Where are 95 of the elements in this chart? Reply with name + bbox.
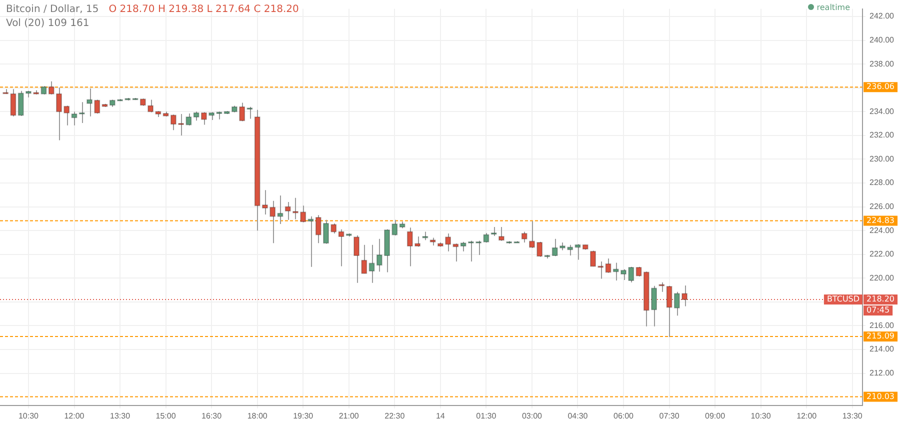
candlestick — [468, 240, 474, 262]
y-tick-label: 228.00 — [870, 178, 895, 188]
candlestick — [376, 238, 382, 272]
candlestick — [94, 99, 100, 114]
candlestick — [56, 87, 62, 141]
candlestick — [406, 227, 413, 267]
y-tick-label: 242.00 — [870, 12, 895, 21]
candlestick — [658, 282, 665, 292]
candlestick — [246, 106, 253, 120]
annotation: realtime — [816, 3, 850, 12]
candlestick — [262, 190, 268, 216]
x-tick-label: 06:00 — [613, 411, 634, 420]
x-tick-label: 21:00 — [338, 411, 360, 420]
candlestick — [483, 232, 490, 243]
candlestick — [636, 266, 642, 277]
ref-line-label: 236.06 — [866, 82, 895, 92]
candlestick — [590, 250, 596, 267]
candlestick — [86, 88, 92, 117]
candlestick — [200, 112, 207, 126]
x-tick-label: 04:30 — [568, 411, 588, 420]
ref-line-label: 215.09 — [866, 332, 895, 341]
annotation: BTCUSD — [826, 294, 860, 304]
candlestick — [277, 195, 284, 225]
candlestick — [354, 234, 360, 284]
candlestick — [552, 238, 558, 257]
text: 07:45 — [866, 306, 890, 315]
candlestick — [612, 262, 619, 282]
candlestick — [10, 88, 16, 117]
candlestick — [186, 112, 192, 126]
chart-title: Bitcoin / Dollar, 15 — [6, 4, 99, 15]
candlestick — [598, 261, 604, 280]
candlestick — [682, 285, 688, 307]
x-tick-label: 19:30 — [293, 411, 314, 420]
candlestick — [178, 114, 184, 136]
ref-line-label: 224.83 — [866, 216, 895, 225]
candlestick — [64, 105, 70, 126]
x-tick-label: 16:30 — [202, 411, 222, 420]
ref-line-label: 210.03 — [866, 392, 895, 401]
y-tick-label: 212.00 — [870, 368, 895, 378]
x-tick-label: 07:30 — [659, 411, 680, 420]
x-tick-label: 15:00 — [156, 411, 176, 420]
x-tick-label: 10:30 — [750, 411, 772, 420]
x-tick-label: 13:30 — [842, 411, 863, 420]
candlestick — [620, 268, 626, 280]
y-tick-label: 220.00 — [870, 273, 895, 282]
x-tick-label: 13:30 — [110, 411, 131, 420]
x-tick-label: 10:30 — [18, 411, 40, 420]
y-tick-label: 238.00 — [870, 59, 895, 68]
candlestick — [628, 266, 634, 283]
candlestick — [498, 226, 504, 242]
candlestick — [651, 285, 657, 327]
candlestick — [330, 222, 337, 234]
candlestick — [528, 220, 535, 248]
y-tick-label: 222.00 — [870, 250, 895, 259]
candlestick — [170, 114, 176, 131]
candlestick — [476, 240, 482, 256]
annotation: Vol (20) 109 161 — [6, 17, 90, 31]
candlestick — [414, 236, 421, 248]
ref-line-label: 218.20 — [866, 294, 895, 304]
x-tick-label: 01:30 — [476, 411, 497, 420]
candlestick — [18, 90, 24, 116]
x-tick-label: 14 — [436, 411, 446, 420]
candlestick — [460, 241, 466, 252]
candlestick — [78, 102, 85, 124]
candlestick — [300, 205, 306, 223]
candlestick — [148, 99, 154, 113]
candlestick — [361, 244, 368, 274]
y-tick-label: 224.00 — [870, 226, 895, 235]
candlestick — [666, 285, 672, 338]
chart-subtitle: O 218.70 H 219.38 L 217.64 C 218.20 — [108, 4, 299, 15]
candlestick — [239, 102, 246, 122]
y-tick-label: 234.00 — [870, 106, 895, 116]
candlestick — [284, 202, 291, 220]
x-tick-label: 09:00 — [705, 411, 726, 420]
candlestick — [315, 214, 322, 244]
candlestick — [392, 219, 398, 236]
candlestick — [567, 244, 574, 256]
y-tick-label: 214.00 — [870, 344, 895, 354]
candlestick — [536, 241, 543, 258]
candlestick — [323, 219, 329, 244]
y-tick-label: 226.00 — [870, 202, 895, 212]
y-tick-label: 216.00 — [870, 320, 895, 330]
candlestick — [48, 80, 54, 95]
candlestick — [521, 231, 528, 243]
x-tick-label: 03:00 — [522, 411, 543, 420]
y-tick-label: 240.00 — [870, 36, 895, 45]
x-tick-label: 12:00 — [64, 411, 85, 420]
candlestick — [445, 233, 452, 252]
candlestick — [270, 200, 276, 244]
x-tick-label: 22:30 — [384, 411, 406, 420]
x-tick-label: 12:00 — [796, 411, 818, 420]
y-tick-label: 230.00 — [870, 154, 895, 164]
candlestick — [674, 291, 680, 316]
y-tick-label: 232.00 — [870, 130, 895, 140]
x-tick-label: 18:00 — [247, 411, 268, 420]
